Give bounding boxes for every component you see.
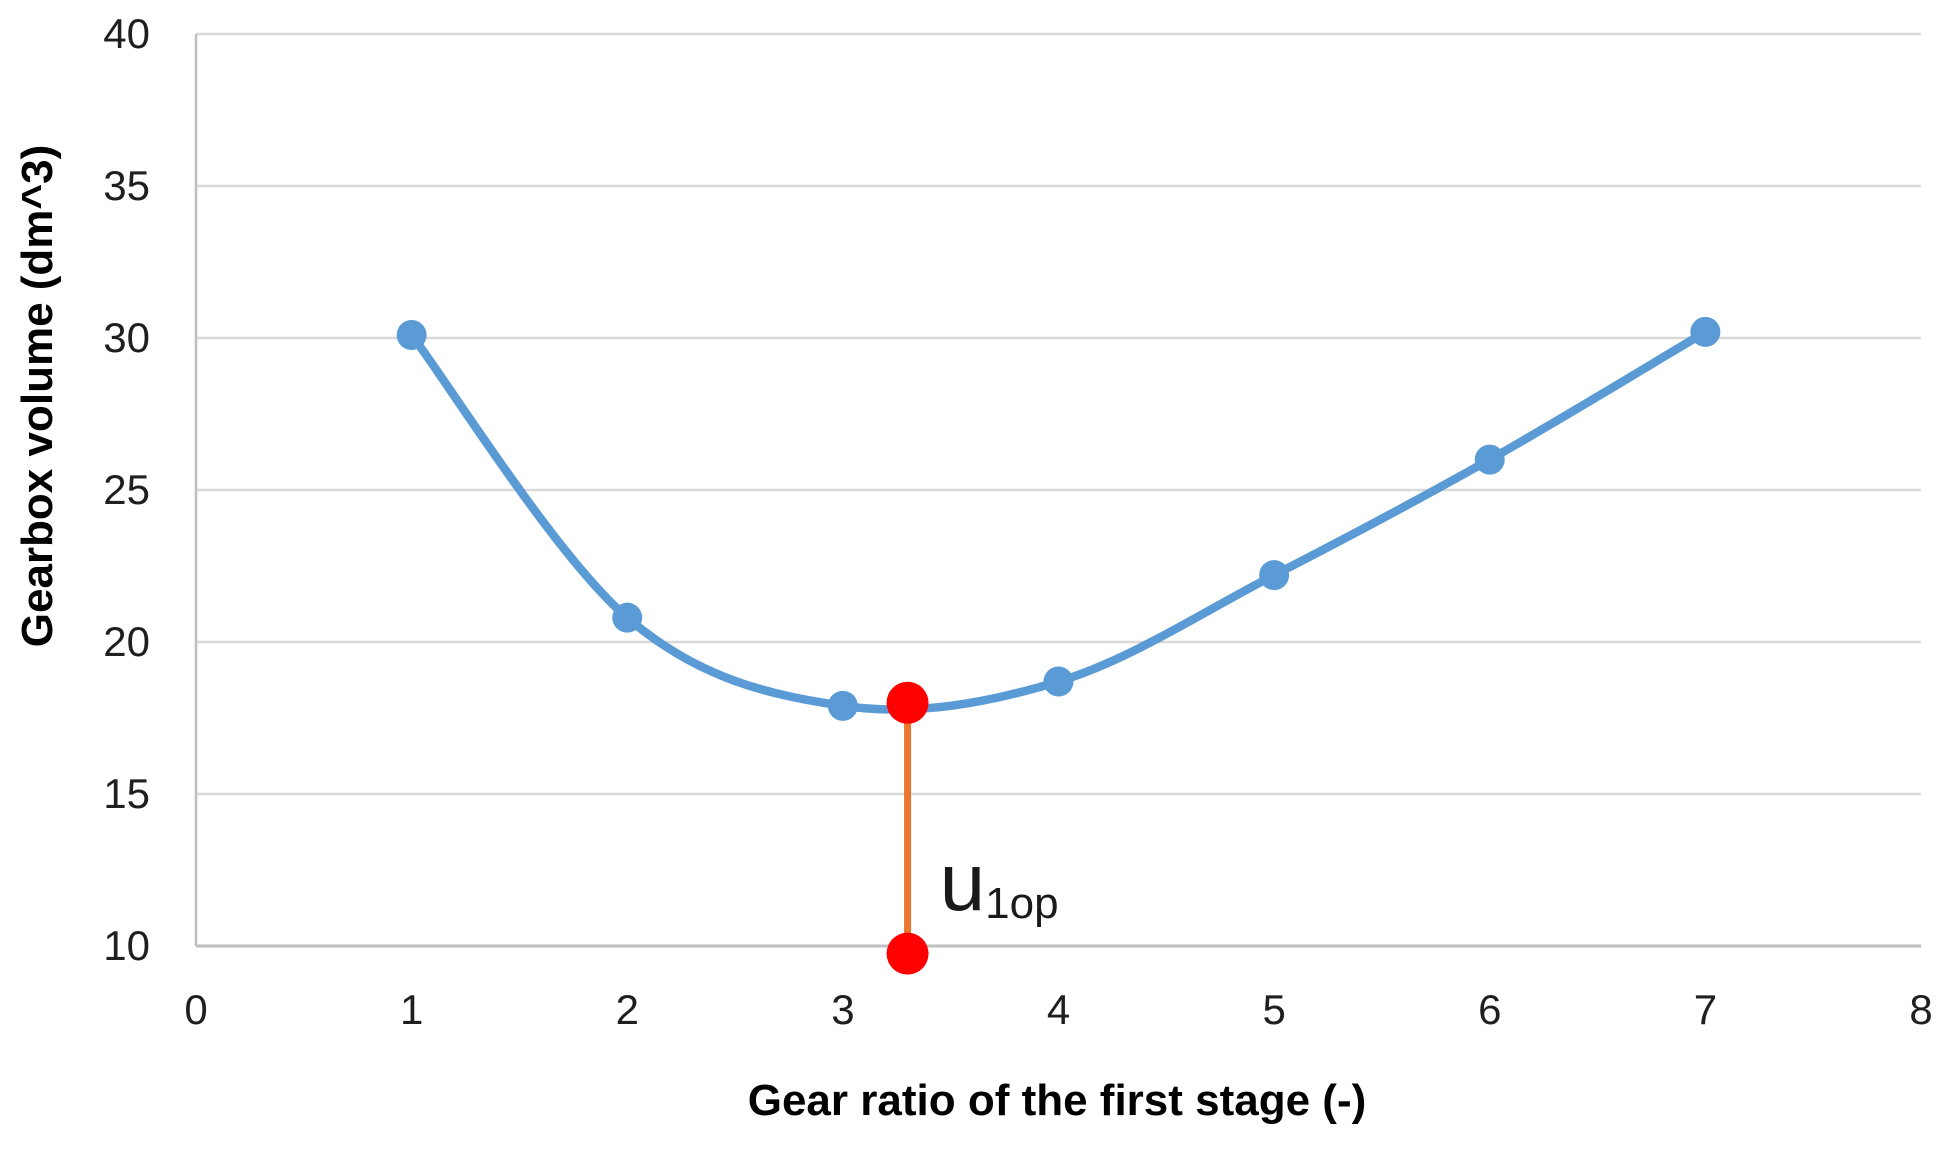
data-point [396, 319, 427, 350]
x-tick-label: 7 [1693, 986, 1718, 1033]
optimum-label-subscript: 1op [985, 878, 1059, 928]
x-tick-label: 6 [1478, 986, 1502, 1033]
data-series-line [407, 327, 1710, 714]
x-tick-label: 2 [615, 986, 639, 1033]
optimum-point-top [886, 681, 929, 724]
x-axis-title: Gear ratio of the first stage (-) [747, 1076, 1367, 1125]
data-point [612, 602, 643, 633]
y-axis-title: Gearbox volume (dm^3) [13, 144, 62, 648]
optimum-label-symbol: u [939, 836, 986, 928]
x-tick-label: 4 [1046, 986, 1071, 1033]
x-tick-label: 3 [831, 986, 855, 1033]
data-point [1043, 666, 1074, 697]
y-tick-label: 15 [103, 770, 150, 817]
x-tick-label: 1 [399, 986, 424, 1033]
y-tick-label: 20 [103, 618, 150, 665]
x-tick-label: 5 [1262, 986, 1286, 1033]
optimum-ratio-label: u 1op [939, 836, 1059, 928]
y-tick-label: 40 [103, 10, 150, 57]
data-point [1259, 560, 1290, 591]
x-tick-label: 0 [184, 986, 208, 1033]
y-tick-label: 10 [103, 922, 150, 969]
data-point [827, 690, 858, 721]
optimum-point-bottom [886, 932, 929, 975]
data-point [1474, 444, 1505, 475]
data-point [1690, 316, 1721, 347]
y-tick-label: 35 [103, 162, 150, 209]
y-tick-label: 30 [103, 314, 150, 361]
x-tick-label: 8 [1909, 986, 1933, 1033]
y-tick-label: 25 [103, 466, 150, 513]
